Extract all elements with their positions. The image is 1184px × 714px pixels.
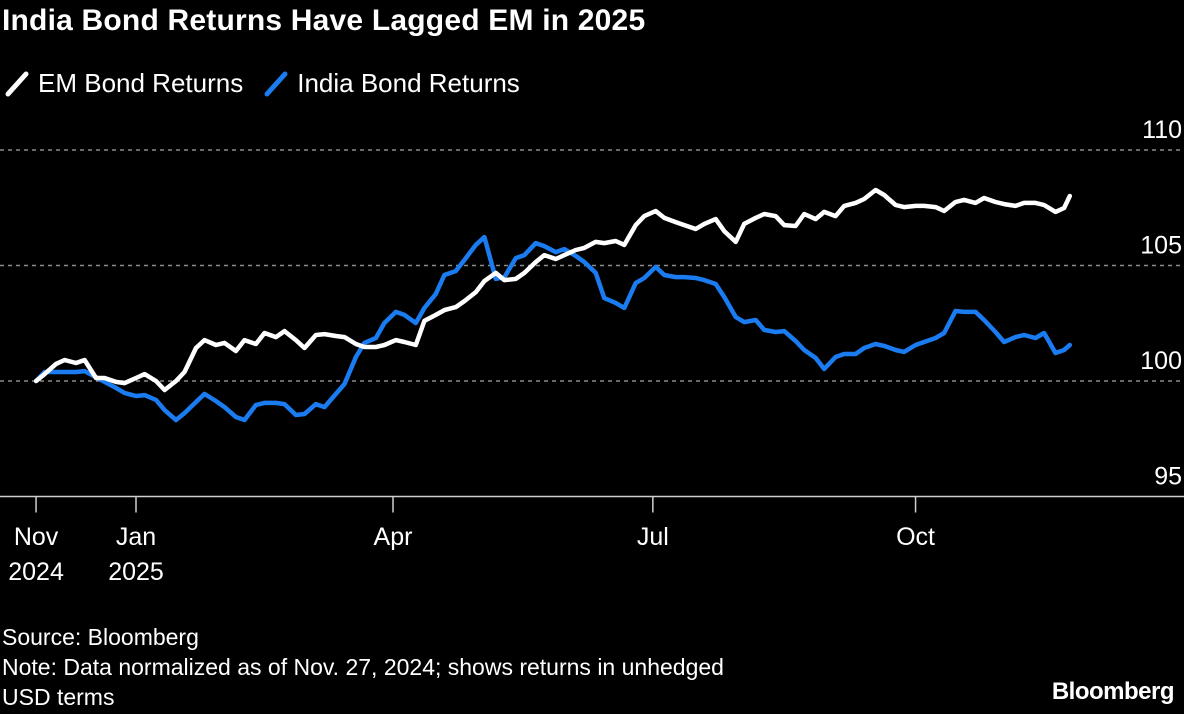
note-text-line1: Note: Data normalized as of Nov. 27, 202… xyxy=(2,654,724,680)
note-text-line2: USD terms xyxy=(2,684,115,710)
x-tick-label: Jul xyxy=(637,523,669,551)
bloomberg-logo: Bloomberg xyxy=(1051,678,1175,705)
x-tick-label: Jan xyxy=(116,523,156,551)
chart-title: India Bond Returns Have Lagged EM in 202… xyxy=(2,4,646,37)
series-line-india-bond-returns xyxy=(33,234,1073,423)
legend: EM Bond Returns India Bond Returns xyxy=(4,66,540,100)
legend-swatch-india-icon xyxy=(264,71,288,97)
source-text: Source: Bloomberg xyxy=(2,624,199,650)
x-axis: Nov 2024 Jan 2025 Apr Jul Oct xyxy=(8,496,935,586)
legend-label-em: EM Bond Returns xyxy=(38,67,244,98)
x-tick-sublabel: 2025 xyxy=(108,558,164,586)
gridlines xyxy=(0,149,1184,498)
series-lines xyxy=(33,187,1073,423)
y-tick-label: 110 xyxy=(1142,116,1182,144)
x-tick-label: Nov xyxy=(14,523,59,551)
legend-swatch-em-icon xyxy=(5,71,29,97)
legend-label-india: India Bond Returns xyxy=(297,67,520,98)
x-tick-sublabel: 2024 xyxy=(8,558,64,586)
y-tick-label: 105 xyxy=(1140,232,1182,260)
y-tick-label: 100 xyxy=(1140,347,1182,375)
legend-item-india: India Bond Returns xyxy=(263,66,520,100)
series-line-em-bond-returns xyxy=(33,187,1073,393)
legend-item-em: EM Bond Returns xyxy=(4,66,243,100)
y-axis-labels: 95 100 105 110 xyxy=(1140,116,1182,491)
y-tick-label: 95 xyxy=(1154,463,1182,491)
x-tick-label: Oct xyxy=(896,523,935,551)
x-tick-label: Apr xyxy=(374,523,413,551)
